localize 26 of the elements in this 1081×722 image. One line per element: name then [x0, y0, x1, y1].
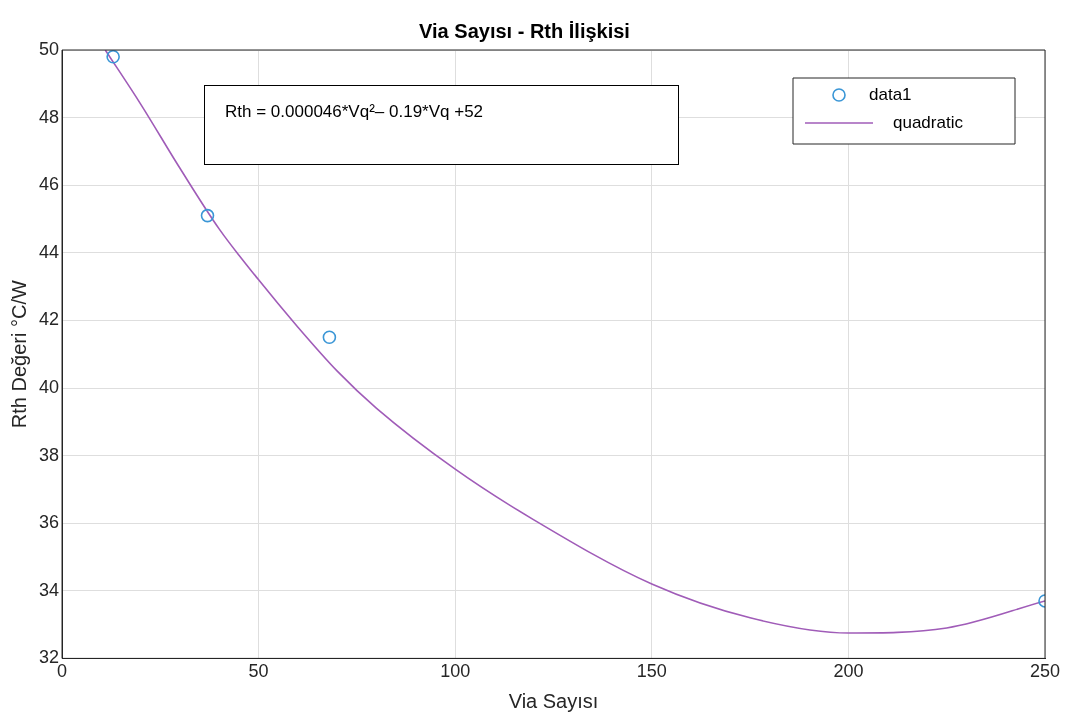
- x-tick-label: 50: [248, 661, 269, 682]
- legend-label: data1: [869, 84, 912, 104]
- x-tick-label: 200: [833, 661, 864, 682]
- y-tick-label: 46: [38, 174, 60, 195]
- y-tick-label: 38: [38, 444, 60, 465]
- y-tick-label: 50: [38, 38, 60, 59]
- y-tick-label: 40: [38, 376, 60, 397]
- y-tick-label: 36: [38, 512, 60, 533]
- x-tick-label: 150: [636, 661, 667, 682]
- y-tick-label: 48: [38, 106, 60, 127]
- x-tick-label: 0: [57, 661, 68, 682]
- point: [106, 50, 120, 64]
- y-tick-label: 42: [38, 309, 60, 330]
- point: [200, 208, 215, 223]
- legend-label: quadratic: [893, 112, 964, 132]
- line-series: [104, 50, 1045, 634]
- note-box: Rth = 0.000046*Vq²– 0.19*Vq +52: [204, 85, 679, 165]
- x-tick-label: 100: [440, 661, 471, 682]
- y-tick-label: 44: [38, 241, 60, 262]
- y-axis-title: Rth Değeri °C/W: [7, 280, 30, 429]
- annotation: Rth = 0.000046*Vq²– 0.19*Vq +52: [225, 102, 484, 121]
- x-tick-label: 250: [1029, 661, 1061, 682]
- y-tick-label: 34: [38, 579, 60, 600]
- x-axis-title: Via Sayısı: [508, 689, 599, 712]
- chart-title: Via Sayısı - Rth İlişkisi: [419, 19, 630, 42]
- point: [322, 330, 337, 345]
